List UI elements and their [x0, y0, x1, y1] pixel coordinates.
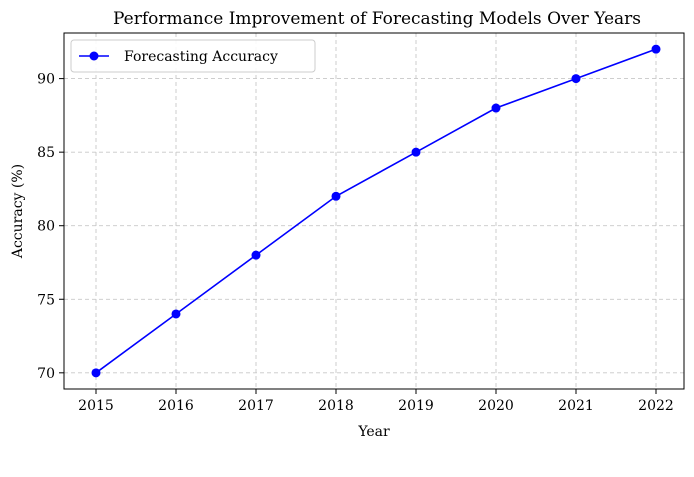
series-layer — [91, 44, 661, 378]
x-tick-label: 2016 — [158, 398, 194, 414]
y-axis-label: Accuracy (%) — [10, 164, 26, 259]
data-point — [91, 368, 101, 378]
legend: Forecasting Accuracy — [70, 39, 316, 73]
legend-label: Forecasting Accuracy — [124, 49, 278, 65]
y-axis: 70 75 80 85 90 — [37, 72, 64, 382]
data-point — [251, 250, 261, 260]
y-tick-label: 70 — [37, 366, 55, 382]
legend-marker-swatch — [89, 51, 99, 61]
data-point — [331, 191, 341, 201]
y-tick-label: 85 — [37, 145, 55, 161]
x-tick-label: 2015 — [78, 398, 114, 414]
data-point — [571, 74, 581, 84]
plot-frame — [63, 32, 685, 390]
x-tick-label: 2017 — [238, 398, 274, 414]
chart-title: Performance Improvement of Forecasting M… — [113, 9, 641, 29]
grid — [64, 33, 684, 389]
y-tick-label: 90 — [37, 72, 55, 88]
x-tick-label: 2020 — [478, 398, 514, 414]
x-tick-label: 2019 — [398, 398, 434, 414]
x-tick-label: 2018 — [318, 398, 354, 414]
y-tick-label: 80 — [37, 219, 55, 235]
data-point — [651, 44, 661, 54]
data-point — [411, 147, 421, 157]
x-axis-label: Year — [357, 424, 390, 440]
series-line — [95, 48, 657, 374]
x-axis: 2015 2016 2017 2018 2019 2020 2021 2022 — [78, 389, 674, 414]
x-tick-label: 2022 — [638, 398, 674, 414]
x-tick-label: 2021 — [558, 398, 594, 414]
data-point — [491, 103, 501, 113]
data-point — [171, 309, 181, 319]
legend-box — [70, 39, 316, 73]
y-tick-label: 75 — [37, 292, 55, 308]
